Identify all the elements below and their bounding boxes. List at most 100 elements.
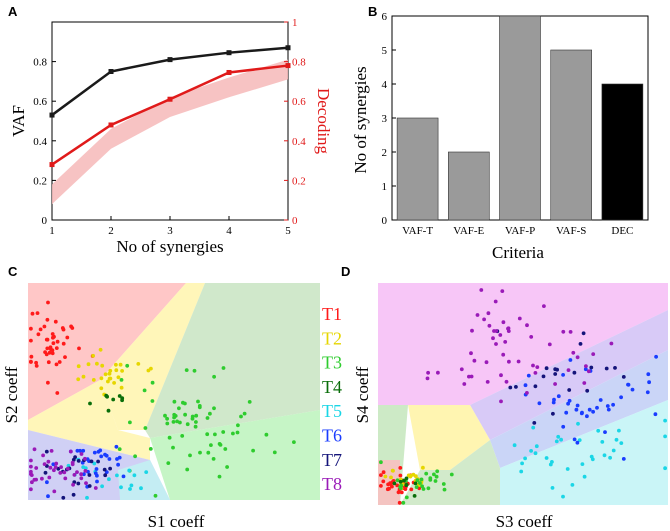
point-t8 bbox=[517, 316, 522, 321]
point-t5 bbox=[119, 485, 123, 490]
point-t8 bbox=[575, 355, 580, 360]
point-t3 bbox=[119, 378, 124, 382]
point-t7 bbox=[87, 473, 92, 477]
legend-t2: T2 bbox=[322, 328, 342, 348]
region-t4 bbox=[145, 283, 320, 438]
point-t8 bbox=[42, 462, 47, 466]
point-t5 bbox=[663, 434, 667, 439]
point-t3 bbox=[193, 424, 198, 429]
decoding-point bbox=[108, 122, 114, 128]
point-t3 bbox=[449, 472, 454, 477]
point-t3 bbox=[235, 430, 240, 435]
point-t6 bbox=[92, 450, 97, 455]
point-t5 bbox=[554, 439, 559, 444]
point-t1 bbox=[30, 311, 35, 316]
y-tick-label: 0 bbox=[42, 215, 48, 227]
point-t1 bbox=[61, 341, 66, 346]
point-t2 bbox=[112, 381, 116, 385]
point-t6 bbox=[104, 453, 109, 458]
point-t6 bbox=[537, 401, 542, 406]
point-t6 bbox=[621, 457, 626, 461]
point-t8 bbox=[426, 370, 430, 375]
point-t5 bbox=[529, 449, 533, 453]
point-t6 bbox=[568, 358, 573, 362]
point-t7 bbox=[103, 473, 108, 478]
point-t3 bbox=[194, 413, 199, 418]
point-t8 bbox=[29, 487, 33, 492]
point-t3 bbox=[172, 412, 177, 417]
point-t4 bbox=[412, 494, 417, 498]
point-t1 bbox=[54, 346, 59, 350]
point-t6 bbox=[114, 444, 119, 449]
panel-c-ylabel: S2 coeff bbox=[2, 366, 21, 423]
point-t5 bbox=[139, 486, 143, 491]
point-t8 bbox=[52, 468, 56, 473]
point-t7 bbox=[621, 375, 626, 379]
point-t3 bbox=[212, 406, 216, 411]
point-t8 bbox=[469, 351, 473, 356]
point-t8 bbox=[487, 323, 492, 328]
point-t5 bbox=[127, 468, 132, 473]
panel-a-xlabel: No of synergies bbox=[116, 237, 223, 256]
point-t7 bbox=[572, 370, 577, 375]
point-t3 bbox=[251, 448, 256, 453]
point-t5 bbox=[608, 455, 612, 460]
point-t2 bbox=[411, 472, 416, 477]
point-t6 bbox=[645, 390, 650, 395]
point-t4 bbox=[105, 394, 109, 399]
point-t4 bbox=[413, 481, 418, 486]
point-t1 bbox=[46, 380, 50, 385]
point-t3 bbox=[217, 442, 222, 446]
point-t3 bbox=[401, 500, 406, 505]
point-t8 bbox=[70, 460, 75, 465]
point-t5 bbox=[519, 469, 524, 474]
point-t5 bbox=[533, 451, 538, 456]
x-tick-label: DEC bbox=[611, 225, 633, 237]
point-t3 bbox=[185, 467, 190, 472]
point-t1 bbox=[50, 351, 55, 356]
point-t7 bbox=[604, 366, 609, 371]
point-t4 bbox=[120, 398, 124, 403]
point-t1 bbox=[390, 484, 394, 489]
point-t8 bbox=[469, 374, 474, 379]
point-t8 bbox=[58, 471, 63, 475]
point-t3 bbox=[426, 486, 431, 491]
bar-dec bbox=[601, 83, 644, 221]
point-t4 bbox=[402, 478, 406, 483]
point-t8 bbox=[516, 359, 521, 364]
point-t3 bbox=[209, 443, 213, 447]
point-t6 bbox=[117, 455, 122, 460]
point-t1 bbox=[46, 300, 50, 305]
point-t3 bbox=[177, 406, 181, 411]
point-t8 bbox=[493, 299, 498, 304]
point-t8 bbox=[79, 472, 83, 477]
point-t5 bbox=[600, 440, 605, 444]
point-t6 bbox=[99, 454, 104, 459]
point-t8 bbox=[503, 340, 508, 344]
point-t1 bbox=[69, 324, 73, 329]
region-t2b bbox=[28, 380, 150, 460]
point-t8 bbox=[30, 480, 34, 485]
y-tick-label: 2 bbox=[382, 147, 388, 159]
region-t3 bbox=[150, 410, 320, 500]
point-t6 bbox=[575, 403, 580, 408]
point-t8 bbox=[498, 333, 503, 337]
point-t1 bbox=[57, 360, 62, 364]
region-t1 bbox=[28, 283, 186, 420]
point-t6 bbox=[611, 402, 615, 407]
point-t1 bbox=[45, 346, 50, 351]
point-t8 bbox=[533, 371, 538, 375]
point-t3 bbox=[424, 471, 429, 476]
point-t6 bbox=[585, 414, 589, 419]
bar-vaf-s bbox=[550, 49, 592, 221]
point-t8 bbox=[459, 367, 464, 372]
point-t2 bbox=[98, 347, 103, 352]
point-t8 bbox=[479, 288, 484, 292]
point-t4 bbox=[404, 483, 409, 488]
point-t8 bbox=[79, 476, 84, 481]
point-t8 bbox=[47, 475, 52, 480]
point-t7 bbox=[567, 388, 572, 392]
point-t3 bbox=[419, 477, 424, 482]
point-t5 bbox=[614, 437, 619, 442]
point-t7 bbox=[71, 492, 76, 497]
